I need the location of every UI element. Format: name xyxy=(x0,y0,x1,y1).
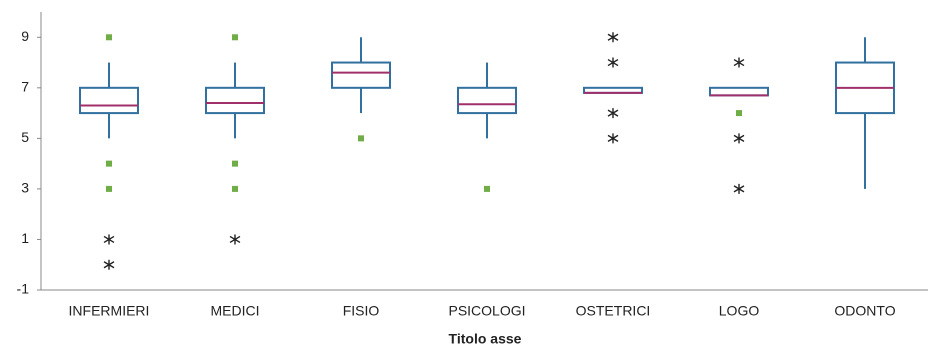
extreme xyxy=(733,57,745,68)
extreme xyxy=(103,234,115,245)
outlier xyxy=(484,185,490,192)
extreme xyxy=(607,32,619,43)
x-tick-label: FISIO xyxy=(343,303,380,319)
y-tick-label: -1 xyxy=(17,281,30,297)
x-axis-title: Titolo asse xyxy=(449,331,522,347)
y-tick-label: 9 xyxy=(21,28,29,44)
x-tick-label: INFERMIERI xyxy=(69,303,150,319)
outlier xyxy=(106,185,112,192)
box xyxy=(709,86,769,97)
x-tick-label: PSICOLOGI xyxy=(448,303,525,319)
extreme xyxy=(607,108,619,119)
outlier xyxy=(106,34,112,41)
extreme xyxy=(733,133,745,144)
box xyxy=(457,86,517,115)
box xyxy=(79,86,139,115)
y-tick-label: 1 xyxy=(21,230,29,246)
extreme xyxy=(607,133,619,144)
x-tick-label: LOGO xyxy=(719,303,760,319)
y-tick-label: 7 xyxy=(21,79,29,95)
outlier xyxy=(358,135,364,142)
y-tick-label: 3 xyxy=(21,180,29,196)
x-tick-label: MEDICI xyxy=(211,303,260,319)
outlier xyxy=(106,160,112,167)
outlier xyxy=(232,185,238,192)
box xyxy=(331,61,391,89)
y-tick-label: 5 xyxy=(21,129,29,145)
extreme xyxy=(103,259,115,270)
outlier xyxy=(232,160,238,167)
extreme xyxy=(229,234,241,245)
x-tick-label: ODONTO xyxy=(834,303,895,319)
extreme xyxy=(607,57,619,68)
outlier xyxy=(736,110,742,117)
outlier xyxy=(232,34,238,41)
extreme xyxy=(733,183,745,194)
x-tick-label: OSTETRICI xyxy=(576,303,651,319)
box xyxy=(205,86,265,115)
